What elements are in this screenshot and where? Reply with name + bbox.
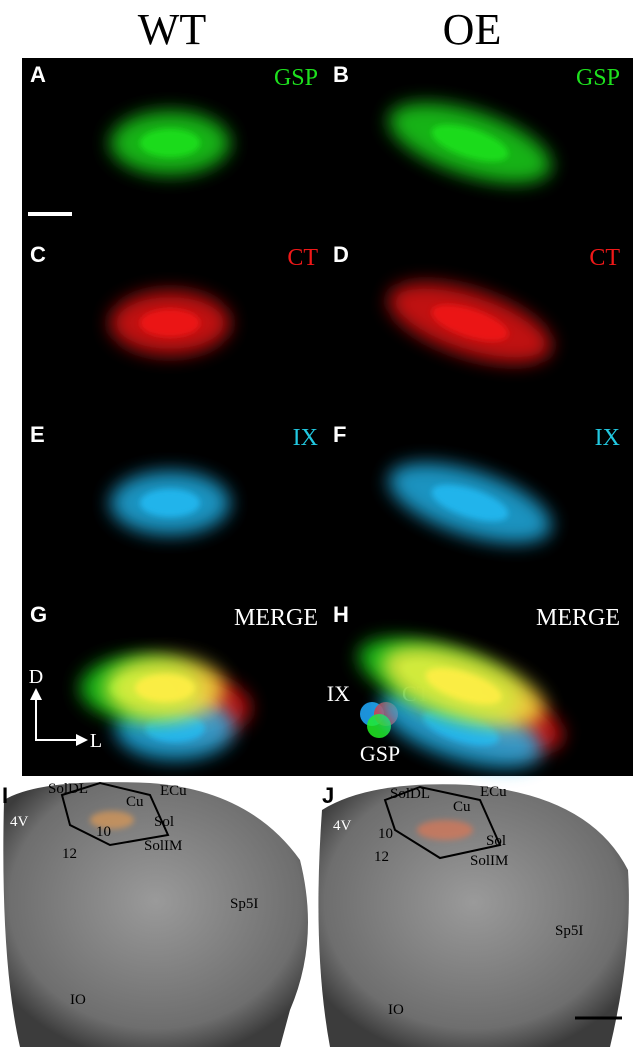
channel-label: IX bbox=[595, 425, 620, 451]
fiber-core bbox=[140, 309, 200, 337]
panel-letter: G bbox=[30, 602, 47, 627]
panel-letter: F bbox=[333, 422, 346, 447]
column-header: OE bbox=[443, 5, 502, 54]
panel-letter: H bbox=[333, 602, 349, 627]
panel-letter: B bbox=[333, 62, 349, 87]
legend-label: GSP bbox=[360, 741, 400, 766]
region-label: SolDL bbox=[390, 786, 430, 802]
panel-letter: I bbox=[2, 783, 8, 808]
region-label: ECu bbox=[480, 784, 507, 800]
channel-label: GSP bbox=[274, 65, 318, 91]
region-label: SolIM bbox=[470, 853, 508, 869]
region-label: SolIM bbox=[144, 838, 182, 854]
panel-letter: D bbox=[333, 242, 349, 267]
region-label: 4V bbox=[333, 818, 352, 834]
region-label: Sp5I bbox=[555, 923, 583, 939]
projection-overlay bbox=[417, 820, 473, 840]
legend-label: IX bbox=[327, 681, 350, 706]
channel-label: IX bbox=[293, 425, 318, 451]
region-label: 10 bbox=[96, 824, 111, 840]
panel-letter: J bbox=[322, 783, 334, 808]
region-label: ECu bbox=[160, 783, 187, 799]
region-label: Sol bbox=[154, 814, 174, 830]
fiber-core bbox=[140, 489, 200, 517]
channel-label: CT bbox=[287, 245, 318, 271]
channel-label: GSP bbox=[576, 65, 620, 91]
region-label: IO bbox=[70, 992, 86, 1008]
channel-label: CT bbox=[589, 245, 620, 271]
channel-label: MERGE bbox=[536, 605, 620, 631]
region-label: 4V bbox=[10, 814, 29, 830]
panel-letter: C bbox=[30, 242, 46, 267]
section-image bbox=[318, 784, 628, 1047]
region-label: 10 bbox=[378, 826, 393, 842]
channel-label: MERGE bbox=[234, 605, 318, 631]
page: WT OE D L IX CT GSP AGSPBGSPCCTDCTEIXFIX… bbox=[0, 0, 633, 1047]
region-label: 12 bbox=[374, 849, 389, 865]
region-label: Cu bbox=[126, 794, 144, 810]
region-label: Cu bbox=[453, 799, 471, 815]
region-label: Sol bbox=[486, 833, 506, 849]
fiber-core bbox=[140, 129, 200, 157]
axis-label: D bbox=[29, 666, 43, 688]
region-label: 12 bbox=[62, 846, 77, 862]
region-label: IO bbox=[388, 1002, 404, 1018]
fiber-core bbox=[135, 674, 195, 702]
panel-letter: E bbox=[30, 422, 45, 447]
axis-label: L bbox=[90, 730, 102, 752]
figure: WT OE D L IX CT GSP AGSPBGSPCCTDCTEIXFIX… bbox=[0, 0, 633, 1047]
region-label: Sp5I bbox=[230, 896, 258, 912]
column-header: WT bbox=[138, 5, 207, 54]
region-label: SolDL bbox=[48, 781, 88, 797]
panel-letter: A bbox=[30, 62, 46, 87]
